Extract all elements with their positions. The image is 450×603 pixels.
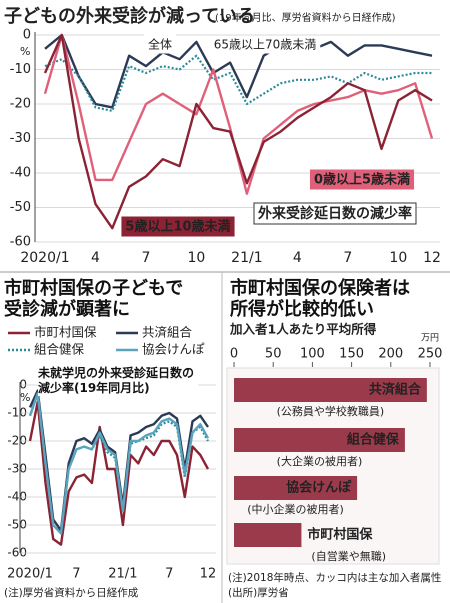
series-line — [44, 33, 433, 109]
y-unit: % — [20, 45, 30, 58]
y-tick-label: -10 — [10, 62, 31, 77]
bar-sublabel: (公務員や学校教職員) — [277, 404, 385, 418]
x-tick-label: 7 — [72, 567, 80, 582]
note: (出所)厚労省 — [228, 586, 289, 599]
bar-label: 市町村国保 — [307, 527, 373, 543]
x-tick-label: 2020/1 — [20, 250, 69, 266]
note: (注)2018年時点、カッコ内は主な加入者属性 — [228, 571, 441, 584]
x-tick-label: 7 — [141, 250, 150, 266]
y-unit: % — [20, 391, 30, 404]
series-line — [44, 54, 432, 112]
series-label: 65歳以上70歳未満 — [214, 38, 317, 52]
x-tick-label: 100 — [300, 347, 325, 362]
bar — [234, 476, 358, 500]
x-tick-label: 4 — [293, 250, 302, 266]
y-tick-label: -40 — [10, 166, 31, 181]
series-line — [43, 33, 433, 230]
x-tick-label: 12 — [423, 250, 441, 266]
x-tick-label: 7 — [343, 250, 352, 266]
series-label: 全体 — [148, 37, 172, 52]
bar-sublabel: (自営業や無職) — [311, 549, 386, 563]
bar-sublabel: (大企業の被用者) — [277, 454, 363, 468]
series-line — [28, 392, 210, 535]
series-label: 0歳以上5歳未満 — [314, 172, 410, 188]
bar — [234, 428, 405, 452]
x-tick-label: 21/1 — [108, 567, 137, 582]
label-box — [253, 202, 417, 225]
chart-title: 市町村国保の保険者は所得が比較的低い — [230, 278, 410, 320]
bar-label: 協会けんぽ — [286, 480, 352, 496]
x-tick-label: 7 — [165, 567, 173, 582]
series-label: 5歳以上10歳未満 — [125, 219, 230, 235]
annotation: 外来受診延日数の減少率 — [258, 205, 412, 222]
legend-label: 協会けんぽ — [142, 342, 205, 357]
x-tick-label: 10 — [188, 250, 206, 266]
bar-label: 共済組合 — [369, 382, 422, 398]
unit: 万円 — [421, 333, 439, 344]
label-box — [209, 35, 321, 54]
note: (注)厚労省資料から日経作成 — [4, 586, 139, 599]
y-tick-label: -50 — [7, 518, 27, 532]
chart-subtitle: (19年同月比、厚労省資料から日経作成) — [215, 11, 396, 24]
y-tick-label: -50 — [10, 200, 31, 215]
y-tick-label: -30 — [10, 131, 31, 146]
x-tick-label: 4 — [91, 250, 100, 266]
y-tick-label: -30 — [7, 462, 27, 476]
label-box — [143, 34, 177, 54]
y-tick-label: -60 — [7, 546, 27, 560]
x-tick-label: 2020/1 — [7, 567, 53, 582]
x-tick-label: 12 — [200, 567, 217, 582]
x-tick-label: 250 — [418, 347, 443, 362]
legend-label: 市町村国保 — [34, 325, 97, 340]
x-tick-label: 10 — [389, 250, 407, 266]
y-tick-label: -20 — [7, 434, 27, 448]
annotation: 未就学児の外来受診延日数の減少率(19年同月比) — [38, 366, 198, 396]
x-tick-label: 50 — [265, 347, 282, 362]
y-tick-label: -10 — [7, 406, 27, 420]
chart-title: 子どもの外来受診が減っている — [4, 5, 255, 27]
y-tick-label: -20 — [10, 97, 31, 112]
legend-label: 共済組合 — [142, 325, 193, 340]
y-tick-label: 0 — [23, 28, 31, 43]
series-line — [28, 392, 209, 535]
bar — [234, 378, 427, 402]
chart-title: 市町村国保の子どもで受診減が顕著に — [4, 278, 184, 320]
y-tick-label: -40 — [7, 490, 27, 504]
label-box — [121, 216, 235, 237]
subtitle: 加入者1人あたり平均所得 — [229, 322, 377, 337]
series-line — [28, 400, 210, 546]
bar-sublabel: (中小企業の被用者) — [247, 502, 344, 516]
legend-label: 組合健保 — [34, 342, 85, 357]
label-box — [309, 169, 415, 190]
y-tick-label: -60 — [10, 235, 31, 250]
y-tick-label: 0 — [19, 378, 27, 392]
bar — [234, 523, 302, 547]
x-tick-label: 21/1 — [231, 250, 262, 266]
x-tick-label: 200 — [378, 347, 403, 362]
bar-label: 組合健保 — [347, 432, 400, 448]
x-tick-label: 0 — [230, 347, 238, 362]
x-tick-label: 150 — [339, 347, 364, 362]
